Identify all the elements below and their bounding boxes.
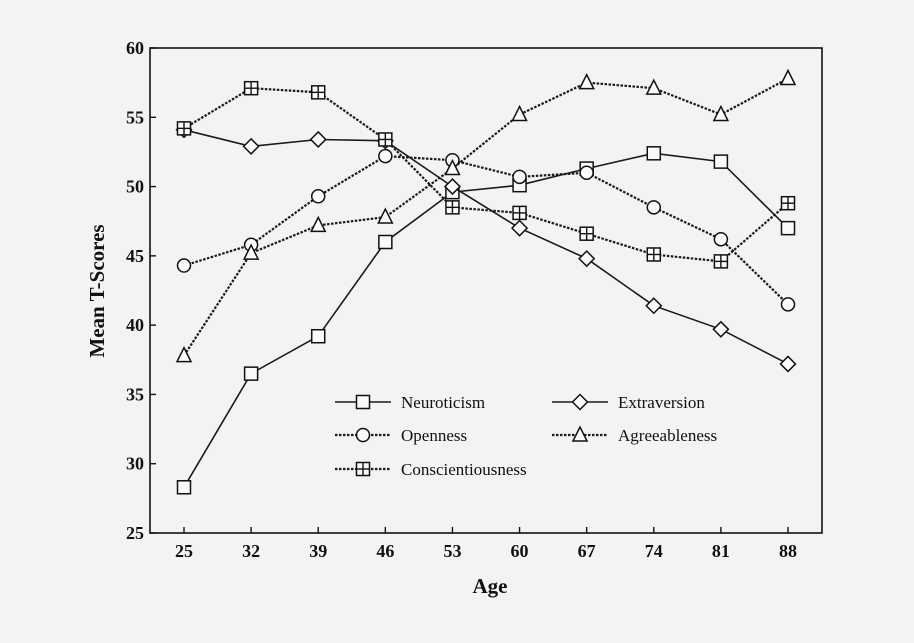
y-tick-label: 55 xyxy=(126,107,144,127)
data-point-extraversion xyxy=(779,355,797,373)
data-point-neuroticism xyxy=(713,154,729,169)
data-point-conscientiousness xyxy=(512,205,527,221)
x-tick-label: 67 xyxy=(578,541,596,561)
y-tick-label: 50 xyxy=(126,177,144,197)
x-tick-label: 81 xyxy=(712,541,730,561)
x-tick-label: 32 xyxy=(242,541,260,561)
data-point-extraversion xyxy=(578,250,596,268)
data-point-agreeableness xyxy=(779,68,797,86)
series-line-extraversion xyxy=(183,129,789,365)
series-neuroticism xyxy=(176,146,796,495)
series-agreeableness xyxy=(175,68,797,363)
y-tick-label: 30 xyxy=(126,454,144,474)
series-openness xyxy=(176,148,796,312)
data-point-extraversion xyxy=(309,130,327,149)
y-tick-label: 40 xyxy=(126,315,144,335)
x-tick-label: 39 xyxy=(309,541,327,561)
x-tick-label: 60 xyxy=(511,541,529,561)
data-point-neuroticism xyxy=(310,328,326,344)
x-tick-label: 88 xyxy=(779,541,797,561)
legend-item-conscientiousness: Conscientiousness xyxy=(335,460,527,479)
y-tick-label: 60 xyxy=(126,38,144,58)
y-axis-title: Mean T-Scores xyxy=(85,224,109,357)
data-point-neuroticism xyxy=(378,234,393,250)
data-point-agreeableness xyxy=(578,72,595,90)
data-point-neuroticism xyxy=(646,146,662,161)
data-point-neuroticism xyxy=(176,480,192,495)
data-point-openness xyxy=(646,200,662,215)
data-point-agreeableness xyxy=(377,207,394,224)
data-point-openness xyxy=(378,148,393,164)
legend-label-conscientiousness: Conscientiousness xyxy=(401,460,527,479)
x-axis-title: Age xyxy=(473,574,508,598)
data-point-openness xyxy=(310,189,326,204)
data-point-agreeableness xyxy=(712,104,730,122)
legend-marker-extraversion xyxy=(571,393,589,411)
x-tick-label: 25 xyxy=(175,541,193,561)
x-tick-label: 46 xyxy=(376,541,394,561)
x-tick-label: 74 xyxy=(645,541,663,561)
legend-label-openness: Openness xyxy=(401,426,467,445)
legend-label-neuroticism: Neuroticism xyxy=(401,393,485,412)
data-point-conscientiousness xyxy=(713,254,729,269)
data-point-extraversion xyxy=(510,219,529,237)
data-point-extraversion xyxy=(242,137,260,155)
data-point-neuroticism xyxy=(243,366,259,381)
data-point-agreeableness xyxy=(310,215,327,233)
plot-frame xyxy=(149,47,823,534)
data-point-openness xyxy=(512,169,527,185)
legend-item-agreeableness: Agreeableness xyxy=(552,425,717,445)
legend-marker-neuroticism xyxy=(355,394,371,410)
data-point-conscientiousness xyxy=(378,132,393,147)
y-tick-label: 45 xyxy=(126,246,144,266)
data-point-neuroticism xyxy=(780,220,796,236)
legend: Neuroticism Extraversion Openness Agreeable… xyxy=(335,393,717,479)
data-point-conscientiousness xyxy=(646,247,662,262)
data-point-openness xyxy=(780,297,796,312)
series-line-agreeableness xyxy=(183,77,789,357)
data-point-conscientiousness xyxy=(243,80,259,96)
data-point-agreeableness xyxy=(242,243,260,260)
data-point-agreeableness xyxy=(645,78,662,95)
series-extraversion xyxy=(175,121,797,373)
data-point-conscientiousness xyxy=(310,85,326,100)
legend-label-extraversion: Extraversion xyxy=(618,393,705,412)
y-tick-label: 35 xyxy=(126,384,144,404)
legend-label-agreeableness: Agreeableness xyxy=(618,426,717,445)
legend-item-extraversion: Extraversion xyxy=(552,393,705,412)
plot-series xyxy=(175,68,797,495)
data-point-openness xyxy=(579,165,594,180)
data-point-extraversion xyxy=(645,297,663,315)
data-point-openness xyxy=(713,231,729,247)
data-point-conscientiousness xyxy=(579,226,594,241)
series-line-neuroticism xyxy=(183,152,789,488)
plot-axes: 25 30 35 40 45 50 55 60 25 32 39 46 53 60 67 74 81 88 xyxy=(126,38,823,561)
data-point-conscientiousness xyxy=(445,200,460,215)
y-tick-label: 25 xyxy=(126,523,144,543)
data-point-openness xyxy=(176,258,192,273)
data-point-extraversion xyxy=(712,320,730,338)
legend-marker-openness xyxy=(355,427,371,443)
data-point-extraversion xyxy=(443,178,462,196)
data-point-conscientiousness xyxy=(176,121,192,136)
legend-marker-agreeableness xyxy=(571,425,589,442)
data-point-conscientiousness xyxy=(780,195,796,211)
x-tick-label: 53 xyxy=(443,541,461,561)
data-point-agreeableness xyxy=(511,104,528,122)
legend-item-openness: Openness xyxy=(335,426,467,445)
series-conscientiousness xyxy=(176,80,796,269)
series-line-conscientiousness xyxy=(183,87,789,263)
legend-item-neuroticism: Neuroticism xyxy=(335,393,485,412)
data-point-agreeableness xyxy=(175,345,193,363)
series-line-openness xyxy=(183,154,789,306)
data-point-agreeableness xyxy=(444,158,461,176)
legend-marker-conscientiousness xyxy=(355,461,371,477)
